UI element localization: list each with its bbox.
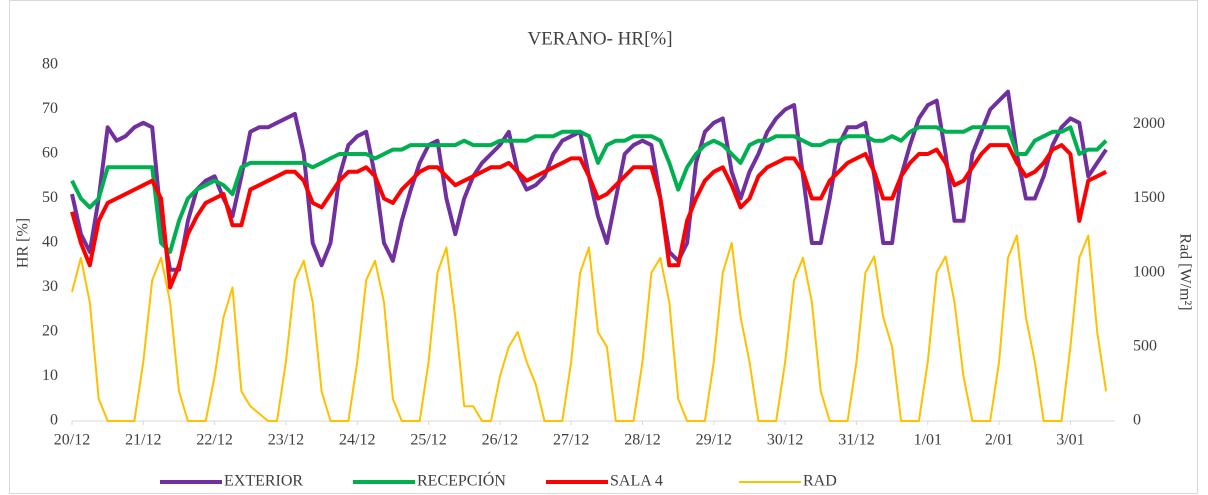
y-tick-label: 0 xyxy=(50,412,58,429)
y-tick-label: 50 xyxy=(42,189,58,206)
x-tick-label: 22/12 xyxy=(196,432,232,449)
x-tick-label: 21/12 xyxy=(125,432,161,449)
y-tick-label: 40 xyxy=(42,234,58,251)
series-line xyxy=(70,125,1108,254)
x-tick-label: 29/12 xyxy=(696,432,732,449)
y2-tick-label: 500 xyxy=(1133,338,1157,355)
x-tick-label: 2/01 xyxy=(985,432,1013,449)
y-tick-label: 10 xyxy=(42,367,58,384)
y2-axis-label: Rad [W/m²] xyxy=(1176,233,1193,310)
x-tick-label: 30/12 xyxy=(767,432,803,449)
x-tick-label: 3/01 xyxy=(1056,432,1084,449)
legend-label: RECEPCIÓN xyxy=(417,471,506,490)
y2-tick-label: 2000 xyxy=(1133,115,1165,132)
y2-tick-label: 1000 xyxy=(1133,263,1165,280)
x-tick-label: 31/12 xyxy=(838,432,874,449)
y-tick-label: 70 xyxy=(42,100,58,117)
x-tick-label: 27/12 xyxy=(553,432,589,449)
y2-tick-label: 0 xyxy=(1133,412,1141,429)
series-line xyxy=(70,143,1108,290)
x-tick-label: 25/12 xyxy=(410,432,446,449)
y-axis-label: HR [%] xyxy=(15,218,32,268)
series-line xyxy=(71,234,1108,422)
chart-title: VERANO- HR[%] xyxy=(527,28,672,49)
y-tick-label: 60 xyxy=(42,145,58,162)
x-tick-label: 1/01 xyxy=(914,432,942,449)
y-tick-label: 30 xyxy=(42,278,58,295)
y-tick-label: 20 xyxy=(42,323,58,340)
x-tick-label: 23/12 xyxy=(268,432,304,449)
legend-label: EXTERIOR xyxy=(224,473,303,490)
x-tick-label: 20/12 xyxy=(54,432,90,449)
x-tick-label: 28/12 xyxy=(624,432,660,449)
y-tick-label: 80 xyxy=(42,56,58,73)
x-tick-label: 24/12 xyxy=(339,432,375,449)
legend-label: RAD xyxy=(803,473,837,490)
y2-tick-label: 1500 xyxy=(1133,189,1165,206)
legend-label: SALA 4 xyxy=(610,473,663,490)
x-tick-label: 26/12 xyxy=(482,432,518,449)
